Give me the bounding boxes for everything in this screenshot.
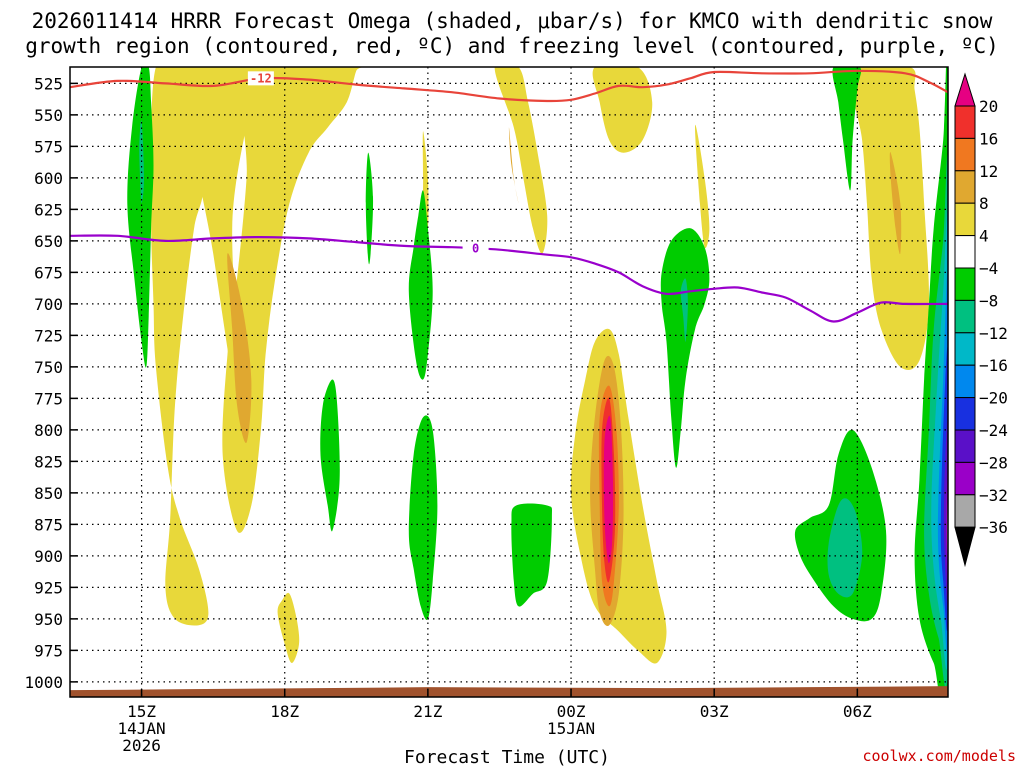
colorbar-label-1: 16 [979, 129, 998, 148]
y-tick-label-800: 800 [34, 421, 63, 440]
freezing-level-contour: 0 [70, 234, 948, 323]
omega-region-22 [408, 415, 438, 621]
omega-region-24 [660, 228, 710, 468]
colorbar-bin-12 [954, 461, 976, 496]
y-tick-label-950: 950 [34, 610, 63, 629]
colorbar-label-9: −20 [979, 389, 1008, 408]
colorbar-top-triangle [954, 72, 976, 107]
colorbar-bin-10 [954, 397, 976, 431]
colorbar-label-2: 12 [979, 162, 998, 181]
omega-region-5 [494, 67, 548, 254]
omega-region-23 [511, 503, 553, 607]
dendritic-growth-contour: -12 [70, 69, 948, 103]
y-tick-label-600: 600 [34, 169, 63, 188]
colorbar-bin-13 [954, 494, 976, 528]
y-tick-label-650: 650 [34, 232, 63, 251]
colorbar-label-10: −24 [979, 421, 1008, 440]
x-tick-label-21Z-1: 21Z [413, 702, 442, 721]
colorbar-bin-11 [954, 429, 976, 463]
colorbar-bin-8 [954, 332, 976, 366]
y-tick-label-975: 975 [34, 641, 63, 660]
y-tick-label-875: 875 [34, 515, 63, 534]
dendritic-growth-contour-label: -12 [250, 71, 272, 85]
x-tick-label-18Z-1: 18Z [270, 702, 299, 721]
omega-region-17 [127, 67, 154, 368]
colorbar-label-8: −16 [979, 356, 1008, 375]
plot-frame [69, 66, 949, 698]
x-tick-label-06Z-1: 06Z [843, 702, 872, 721]
omega-region-2 [222, 67, 369, 533]
x-tick-label-00Z-2: 15JAN [547, 719, 595, 738]
colorbar: 20 16 12 8 4 −4 −8 −12 −16 −20 −24 −28 −32 −36 [954, 72, 1008, 568]
colorbar-label-6: −8 [979, 291, 998, 310]
freezing-level-contour-label-bg [462, 241, 489, 256]
plot-clip-group: -12 0 [70, 67, 948, 697]
colorbar-label-0: 20 [979, 97, 998, 116]
colorbar-label-5: −4 [979, 259, 998, 278]
colorbar-label-3: 8 [979, 194, 989, 213]
colorbar-bin-6 [954, 267, 976, 301]
colorbar-bin-5 [954, 235, 976, 269]
credit-text[interactable]: coolwx.com/models [862, 747, 1016, 765]
colorbar-bin-9 [954, 364, 976, 399]
omega-region-7 [694, 124, 710, 249]
omega-region-11 [889, 152, 902, 255]
colorbar-label-12: −32 [979, 486, 1008, 505]
y-tick-label-900: 900 [34, 547, 63, 566]
colorbar-label-4: 4 [979, 227, 989, 246]
omega-region-25 [680, 278, 688, 342]
ground-surface [70, 686, 948, 697]
colorbar-bin-7 [954, 299, 976, 334]
colorbar-bin-3 [954, 170, 976, 204]
omega-region-3 [277, 592, 300, 663]
omega-region-26 [832, 67, 862, 191]
colorbar-bin-2 [954, 137, 976, 172]
omega-region-16 [603, 415, 614, 564]
omega-region-8 [850, 67, 930, 370]
x-tick-label-15Z-2: 14JAN [117, 719, 165, 738]
colorbar-bin-4 [954, 202, 976, 237]
x-axis-title: Forecast Time (UTC) [404, 747, 610, 768]
colorbar-bottom-triangle [954, 526, 976, 568]
y-tick-label-575: 575 [34, 137, 63, 156]
x-tick-label-00Z-1: 00Z [557, 702, 586, 721]
chart-title-line-1: 2026011414 HRRR Forecast Omega (shaded, … [32, 9, 993, 33]
colorbar-bin-1 [954, 105, 976, 139]
x-tick-label-03Z-1: 03Z [700, 702, 729, 721]
chart-title-line-2: growth region (contoured, red, ºC) and f… [25, 34, 999, 58]
y-tick-label-850: 850 [34, 484, 63, 503]
x-tick-label-15Z-1: 15Z [127, 702, 156, 721]
omega-region-9 [227, 253, 252, 443]
x-tick-label-15Z-3: 2026 [122, 736, 161, 755]
y-tick-label-675: 675 [34, 263, 63, 282]
y-tick-label-525: 525 [34, 74, 63, 93]
omega-region-20 [408, 190, 433, 380]
y-tick-label-775: 775 [34, 389, 63, 408]
plot-area: -120525550575600625650675700725750775800… [24, 66, 1008, 755]
y-tick-label-625: 625 [34, 200, 63, 219]
colorbar-label-7: −12 [979, 324, 1008, 343]
colorbar-label-13: −36 [979, 518, 1008, 537]
colorbar-label-11: −28 [979, 453, 1008, 472]
y-tick-label-700: 700 [34, 295, 63, 314]
freezing-level-contour-label: 0 [472, 241, 479, 255]
y-tick-label-550: 550 [34, 106, 63, 125]
y-tick-label-1000: 1000 [24, 673, 63, 692]
y-tick-label-750: 750 [34, 358, 63, 377]
freezing-level-contour-line [70, 234, 948, 323]
omega-region-28 [827, 498, 863, 598]
omega-region-0 [151, 67, 209, 626]
dendritic-growth-contour-label-bg [247, 71, 274, 86]
y-tick-label-925: 925 [34, 578, 63, 597]
omega-region-19 [365, 152, 374, 265]
y-tick-label-825: 825 [34, 452, 63, 471]
y-tick-label-725: 725 [34, 326, 63, 345]
